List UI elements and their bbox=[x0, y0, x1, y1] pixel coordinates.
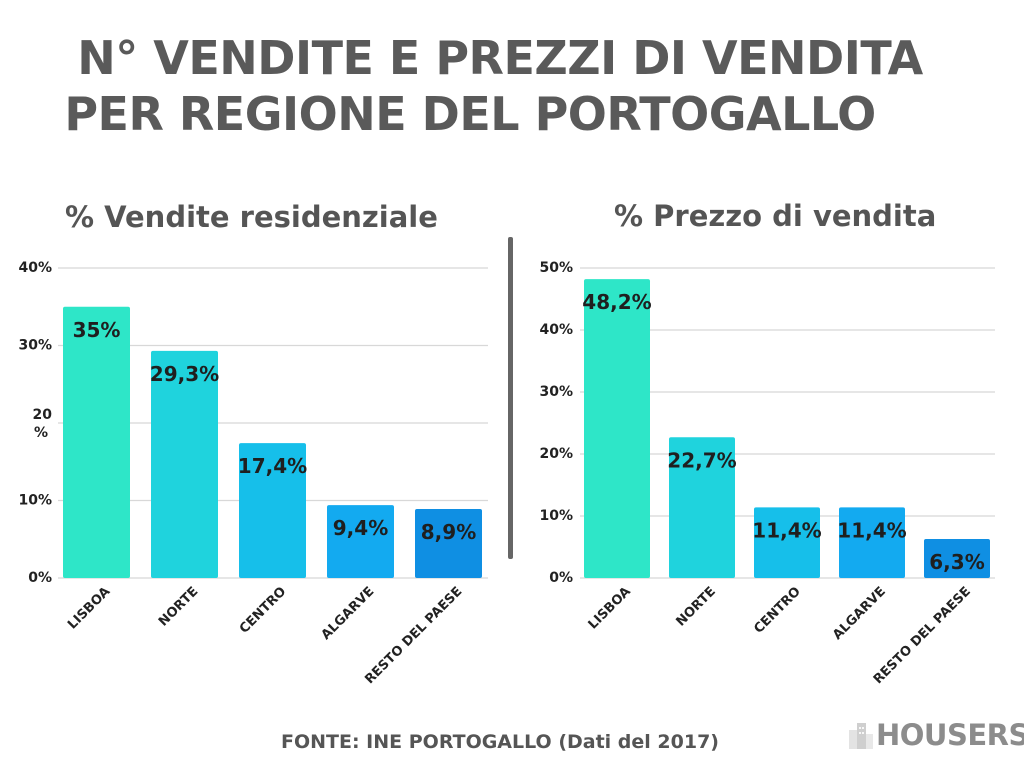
main-title-line2: PER REGIONE DEL PORTOGALLO bbox=[64, 87, 876, 141]
bar-norte bbox=[669, 437, 735, 578]
value-label: 48,2% bbox=[582, 290, 651, 314]
y-tick-label: 40% bbox=[539, 322, 573, 338]
y-tick-label: 40% bbox=[18, 260, 52, 276]
value-label: 35% bbox=[73, 318, 121, 342]
category-label: NORTE bbox=[156, 584, 201, 629]
value-label: 8,9% bbox=[421, 520, 476, 544]
y-tick-label: 50% bbox=[539, 260, 573, 276]
main-title: N° VENDITE E PREZZI DI VENDITA PER REGIO… bbox=[0, 30, 1000, 142]
y-tick-label: 30% bbox=[539, 384, 573, 400]
value-label: 22,7% bbox=[667, 448, 736, 472]
y-tick-label: 30% bbox=[18, 338, 52, 354]
bar-algarve bbox=[839, 507, 905, 578]
value-label: 11,4% bbox=[837, 518, 906, 542]
value-label: 17,4% bbox=[238, 454, 307, 478]
y-tick-label: 0% bbox=[28, 570, 52, 586]
category-label: ALGARVE bbox=[830, 584, 889, 643]
value-label: 6,3% bbox=[929, 550, 984, 574]
bar-lisboa bbox=[63, 306, 130, 578]
y-tick-label: 20% bbox=[33, 407, 53, 441]
bar-resto-del-paese bbox=[924, 538, 990, 578]
y-tick-label: 20% bbox=[539, 446, 573, 462]
value-label: 11,4% bbox=[752, 518, 821, 542]
left-chart-title: % Vendite residenziale bbox=[65, 200, 438, 234]
bar-centro bbox=[754, 507, 820, 578]
category-label: CENTRO bbox=[237, 584, 289, 636]
left-chart: 0% 10% 20 % 30% 40% 35% LISBOA 29,3% NORTE 17,4% CE… bbox=[18, 260, 488, 687]
y-tick-label: 10% bbox=[18, 493, 52, 509]
bar-lisboa bbox=[584, 279, 650, 578]
value-label: 9,4% bbox=[333, 516, 388, 540]
chart-divider bbox=[508, 237, 513, 559]
category-label: ALGARVE bbox=[319, 584, 378, 643]
category-label: RESTO DEL PAESE bbox=[871, 584, 974, 687]
y-tick-label: 10% bbox=[539, 508, 573, 524]
right-chart: 0% 10% 20% 30% 40% 50% 48,2% LISBOA 22,7% NORTE 11… bbox=[539, 260, 995, 687]
category-label: LISBOA bbox=[586, 584, 634, 632]
bar-norte bbox=[151, 350, 218, 578]
bar-algarve bbox=[327, 505, 394, 578]
bar-centro bbox=[239, 443, 306, 578]
category-label: CENTRO bbox=[751, 584, 803, 636]
buildings-icon bbox=[849, 723, 873, 749]
bar-resto-del-paese bbox=[415, 509, 482, 578]
category-label: RESTO DEL PAESE bbox=[362, 584, 465, 687]
right-chart-title: % Prezzo di vendita bbox=[614, 199, 937, 233]
y-tick-label: 0% bbox=[549, 570, 573, 586]
logo-text: HOUSERS bbox=[876, 718, 1024, 752]
category-label: LISBOA bbox=[65, 584, 113, 632]
houser-logo: HOUSERS bbox=[848, 718, 1024, 752]
source-note: FONTE: INE PORTOGALLO (Dati del 2017) bbox=[281, 731, 719, 753]
main-title-line1: N° VENDITE E PREZZI DI VENDITA bbox=[77, 31, 923, 85]
category-label: NORTE bbox=[673, 584, 718, 629]
value-label: 29,3% bbox=[150, 362, 219, 386]
